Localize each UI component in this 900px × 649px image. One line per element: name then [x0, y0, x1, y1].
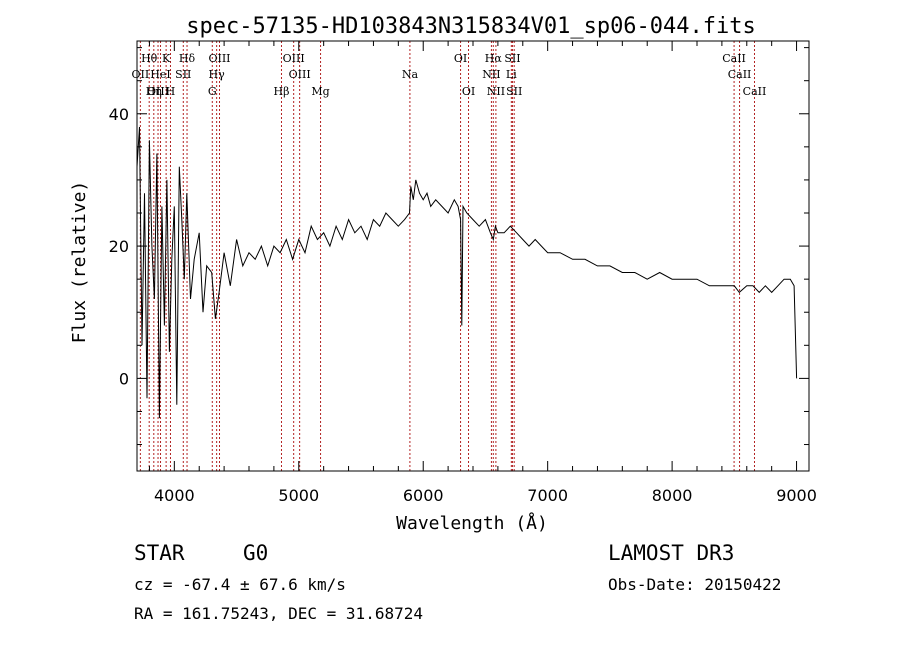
- spectrum-series-line: [136, 126, 798, 419]
- spectral-line-label: OIII: [283, 52, 305, 65]
- spectral-line-label: OIII: [147, 85, 169, 98]
- spectral-line-label: Li: [506, 68, 517, 81]
- spectral-line-label: G: [208, 85, 217, 98]
- spectral-line-label: Hδ: [179, 52, 196, 65]
- redshift-velocity: cz = -67.4 ± 67.6 km/s: [134, 575, 346, 594]
- spectral-line-label: K: [162, 52, 171, 65]
- object-subclass: G0: [243, 541, 268, 565]
- spectral-line-label: Hβ: [274, 85, 290, 98]
- spectral-line-label: NII: [487, 85, 505, 98]
- spectral-line-label: CaII: [743, 85, 767, 98]
- spectral-line-label: Mg: [311, 85, 329, 98]
- y-tick-label: 0: [119, 369, 129, 388]
- x-tick-label: 5000: [278, 486, 319, 505]
- spectral-line-label: OII: [132, 68, 150, 81]
- object-class: STAR: [134, 541, 185, 565]
- spectral-line-label: OIII: [208, 52, 230, 65]
- spectral-line-label: SII: [506, 85, 522, 98]
- spectral-line-label: OIII: [289, 68, 311, 81]
- spectral-line-label: OI: [454, 52, 467, 65]
- observation-date: Obs-Date: 20150422: [608, 575, 781, 594]
- spectral-line-label: OI: [462, 85, 475, 98]
- y-tick-label: 40: [109, 105, 129, 124]
- y-axis: 0 20 40: [109, 47, 809, 446]
- spectral-line-label: Hη: [146, 85, 162, 98]
- ra-dec-coordinates: RA = 161.75243, DEC = 31.68724: [134, 604, 423, 623]
- x-axis: 4000 5000 6000 7000 8000 9000: [148, 41, 817, 505]
- spectral-line-label: CaII: [728, 68, 752, 81]
- spectral-line-label: Hγ: [209, 68, 226, 81]
- spectral-line-label: SII: [175, 68, 191, 81]
- spectral-line-label: HeI: [150, 68, 170, 81]
- x-tick-label: 6000: [403, 486, 444, 505]
- spectral-line-label: H: [166, 85, 176, 98]
- spectral-line-label: Hθ: [141, 52, 158, 65]
- spectral-line-label: CaII: [722, 52, 746, 65]
- spectral-line-label: SII: [504, 52, 520, 65]
- x-tick-label: 4000: [154, 486, 195, 505]
- x-tick-label: 9000: [776, 486, 817, 505]
- plot-frame: [136, 40, 810, 472]
- spectral-line-label: Na: [402, 68, 419, 81]
- x-tick-label: 8000: [652, 486, 693, 505]
- y-tick-label: 20: [109, 237, 129, 256]
- spectral-line-label: NII: [482, 68, 500, 81]
- chart-title: spec-57135-HD103843N315834V01_sp06-044.f…: [186, 14, 756, 39]
- spectral-line-label: Hα: [485, 52, 503, 65]
- x-tick-label: 7000: [527, 486, 568, 505]
- survey-name: LAMOST DR3: [608, 541, 734, 565]
- y-axis-label: Flux (relative): [69, 181, 90, 344]
- line-markers: [139, 41, 755, 471]
- x-axis-label: Wavelength (Å): [396, 512, 548, 534]
